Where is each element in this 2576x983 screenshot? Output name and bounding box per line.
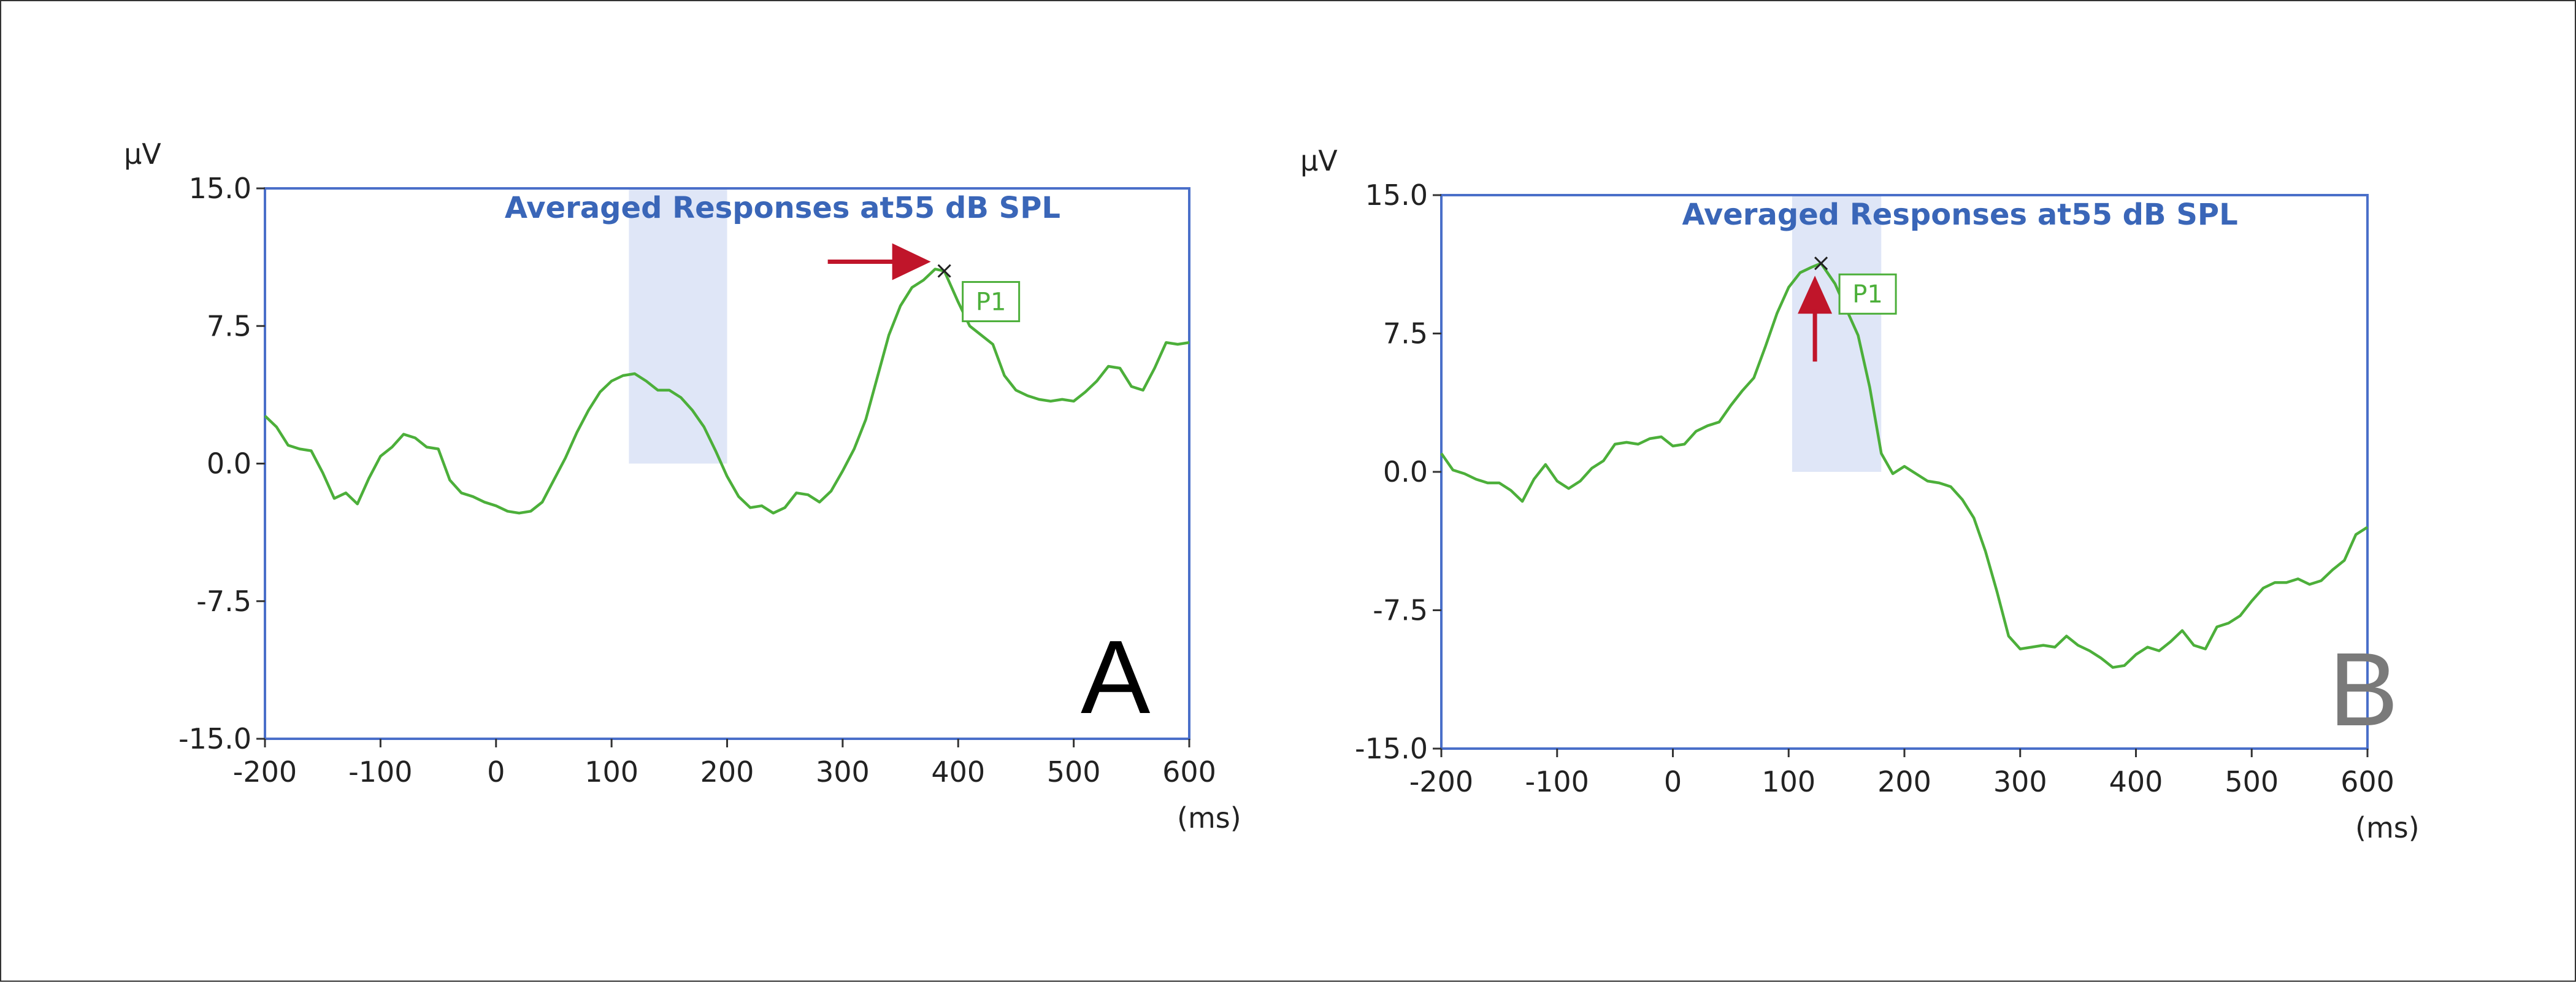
chart-title: Averaged Responses at55 dB SPL <box>1682 198 2238 232</box>
peak-marker <box>937 264 951 278</box>
panel-a: 15.0 7.5 0.0 -7.5 -15.0-200 -100 0 100 200 300 400… <box>124 137 1241 835</box>
y-tick-label: -7.5 <box>1373 594 1428 627</box>
x-tick-label: 500 <box>1047 755 1101 788</box>
x-tick-label: 100 <box>585 755 638 788</box>
y-tick-label: 7.5 <box>207 309 251 342</box>
y-tick-label: 0.0 <box>207 447 251 480</box>
peak-label-box <box>962 281 1021 323</box>
arrow-head-icon <box>892 243 931 280</box>
panel-letter: B <box>2329 631 2398 748</box>
y-tick-label: 15.0 <box>1365 179 1428 212</box>
y-tick-label: -15.0 <box>1355 732 1428 765</box>
y-tick-label: -15.0 <box>178 722 251 755</box>
x-tick-label: -200 <box>233 755 297 788</box>
x-tick-label: 400 <box>2109 765 2163 798</box>
x-tick-label: 500 <box>2225 765 2279 798</box>
x-tick-label: 200 <box>1877 765 1931 798</box>
series-line <box>1440 261 2369 669</box>
x-tick-label: -100 <box>1525 765 1589 798</box>
peak-label: P1 <box>1852 280 1883 309</box>
x-tick-label: -100 <box>348 755 412 788</box>
y-tick-label: -7.5 <box>196 585 251 618</box>
analysis-window <box>629 188 727 464</box>
x-tick-label: 600 <box>1162 755 1216 788</box>
peak-marker <box>1814 256 1828 271</box>
x-tick-label: 200 <box>700 755 754 788</box>
x-tick-label: 100 <box>1761 765 1815 798</box>
panel-letter: A <box>1081 619 1151 736</box>
peak-label: P1 <box>976 288 1006 317</box>
y-axis-unit: µV <box>1300 144 1338 177</box>
x-tick-label: 600 <box>2340 765 2394 798</box>
x-axis-unit: (ms) <box>1177 801 1241 835</box>
x-tick-label: 400 <box>931 755 985 788</box>
x-tick-label: 0 <box>487 755 505 788</box>
x-tick-label: -200 <box>1409 765 1473 798</box>
x-tick-label: 300 <box>1993 765 2047 798</box>
series-line <box>264 268 1190 515</box>
panel-b: 15.0 7.5 0.0 -7.5 -15.0-200 -100 0 100 200 300 400… <box>1300 144 2420 844</box>
y-tick-label: 0.0 <box>1383 455 1428 488</box>
x-tick-label: 0 <box>1664 765 1682 798</box>
peak-label-box <box>1838 273 1897 315</box>
x-tick-label: 300 <box>816 755 870 788</box>
plot-frame <box>1440 194 2369 750</box>
analysis-window <box>1792 195 1882 472</box>
y-axis-unit: µV <box>124 137 161 171</box>
arrow-head-icon <box>1798 276 1833 314</box>
y-tick-label: 7.5 <box>1383 317 1428 350</box>
x-axis-unit: (ms) <box>2355 811 2420 844</box>
y-tick-label: 15.0 <box>189 172 251 205</box>
chart-title: Averaged Responses at55 dB SPL <box>505 191 1060 225</box>
